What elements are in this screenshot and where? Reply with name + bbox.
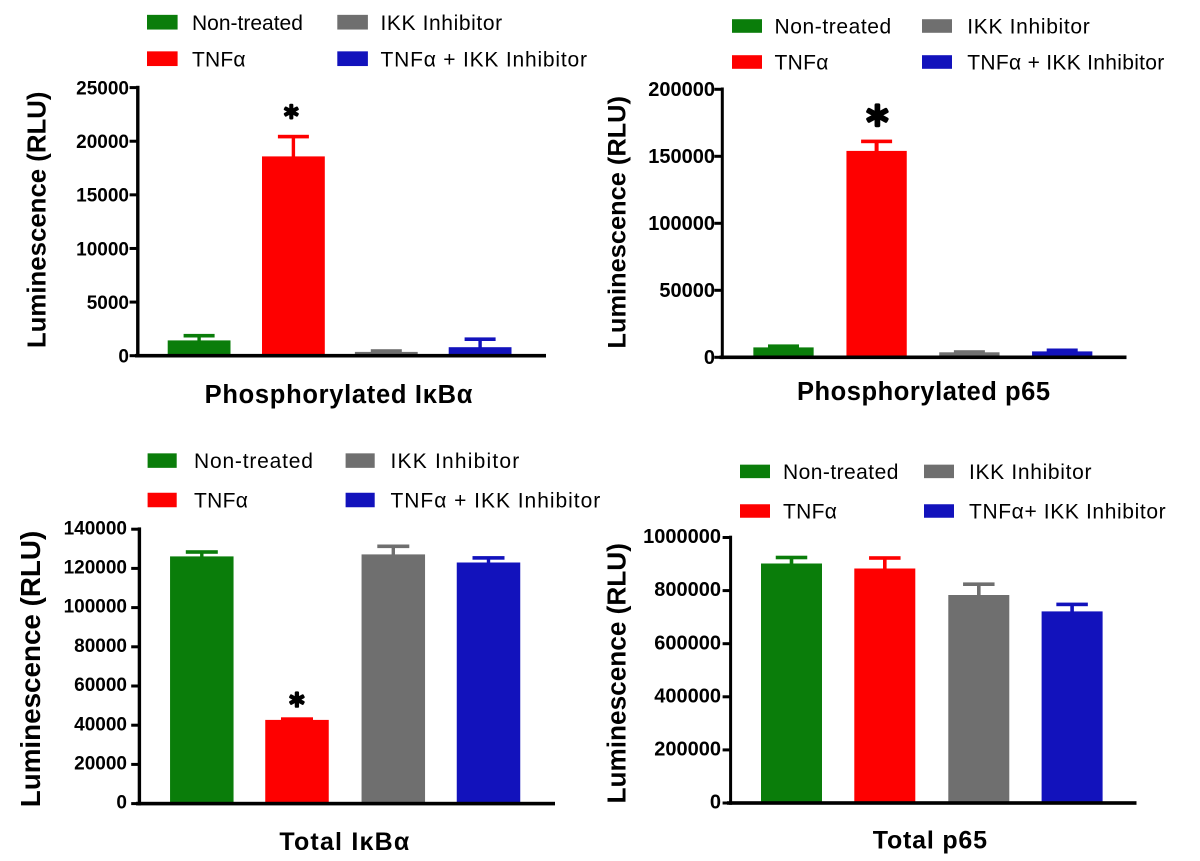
svg-text:Luminescence (RLU): Luminescence (RLU) bbox=[604, 96, 632, 349]
svg-text:Luminescence (RLU): Luminescence (RLU) bbox=[15, 531, 46, 807]
svg-text:Non-treated: Non-treated bbox=[775, 16, 892, 39]
svg-text:TNFα: TNFα bbox=[775, 52, 829, 75]
svg-text:140000: 140000 bbox=[64, 518, 127, 539]
svg-text:400000: 400000 bbox=[654, 685, 721, 707]
svg-text:5000: 5000 bbox=[87, 293, 129, 314]
svg-text:Luminescence (RLU): Luminescence (RLU) bbox=[24, 92, 52, 349]
svg-text:TNFα + IKK Inhibitor: TNFα + IKK Inhibitor bbox=[381, 48, 588, 71]
svg-text:Luminescence (RLU): Luminescence (RLU) bbox=[602, 543, 632, 803]
svg-text:0: 0 bbox=[118, 347, 129, 368]
svg-text:1000000: 1000000 bbox=[643, 526, 721, 548]
svg-text:0: 0 bbox=[116, 793, 127, 814]
svg-text:60000: 60000 bbox=[74, 675, 127, 696]
svg-text:IKK Inhibitor: IKK Inhibitor bbox=[969, 461, 1092, 484]
svg-text:Non-treated: Non-treated bbox=[194, 450, 314, 473]
svg-text:TNFα: TNFα bbox=[192, 48, 246, 71]
svg-text:200000: 200000 bbox=[648, 79, 715, 101]
svg-text:IKK Inhibitor: IKK Inhibitor bbox=[391, 450, 521, 473]
svg-text:25000: 25000 bbox=[76, 78, 129, 99]
svg-text:TNFα: TNFα bbox=[783, 501, 837, 524]
svg-text:0: 0 bbox=[704, 347, 715, 369]
svg-text:TNFα: TNFα bbox=[194, 490, 248, 513]
svg-text:150000: 150000 bbox=[648, 146, 715, 168]
svg-text:15000: 15000 bbox=[76, 186, 129, 207]
svg-text:800000: 800000 bbox=[654, 579, 721, 601]
svg-text:TNFα+ IKK Inhibitor: TNFα+ IKK Inhibitor bbox=[969, 501, 1166, 524]
svg-text:0: 0 bbox=[710, 792, 721, 814]
svg-text:20000: 20000 bbox=[74, 754, 127, 775]
svg-text:200000: 200000 bbox=[654, 739, 721, 761]
svg-text:TNFα + IKK Inhibitor: TNFα + IKK Inhibitor bbox=[391, 490, 602, 513]
svg-text:Non-treated: Non-treated bbox=[192, 12, 303, 35]
svg-text:IKK Inhibitor: IKK Inhibitor bbox=[967, 16, 1090, 39]
svg-text:80000: 80000 bbox=[74, 636, 127, 657]
svg-text:Phosphorylated IκBα: Phosphorylated IκBα bbox=[205, 381, 473, 409]
svg-text:120000: 120000 bbox=[64, 558, 127, 579]
svg-text:Non-treated: Non-treated bbox=[783, 461, 899, 484]
svg-text:10000: 10000 bbox=[76, 239, 129, 260]
svg-text:Total p65: Total p65 bbox=[873, 827, 988, 855]
svg-text:20000: 20000 bbox=[76, 132, 129, 153]
svg-text:40000: 40000 bbox=[74, 714, 127, 735]
svg-text:50000: 50000 bbox=[659, 280, 715, 302]
svg-text:600000: 600000 bbox=[654, 632, 721, 654]
svg-text:Phosphorylated p65: Phosphorylated p65 bbox=[797, 378, 1051, 406]
svg-text:Total IκBα: Total IκBα bbox=[279, 828, 410, 856]
svg-text:100000: 100000 bbox=[64, 597, 127, 618]
svg-text:100000: 100000 bbox=[648, 213, 715, 235]
svg-text:TNFα + IKK Inhibitor: TNFα + IKK Inhibitor bbox=[967, 52, 1164, 75]
svg-text:IKK Inhibitor: IKK Inhibitor bbox=[381, 12, 503, 35]
